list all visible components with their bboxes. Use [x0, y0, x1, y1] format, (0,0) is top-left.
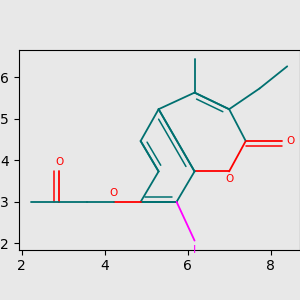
Text: O: O: [287, 136, 295, 146]
Text: I: I: [193, 245, 196, 255]
Text: O: O: [225, 174, 233, 184]
Text: O: O: [110, 188, 118, 198]
Text: O: O: [55, 157, 63, 167]
